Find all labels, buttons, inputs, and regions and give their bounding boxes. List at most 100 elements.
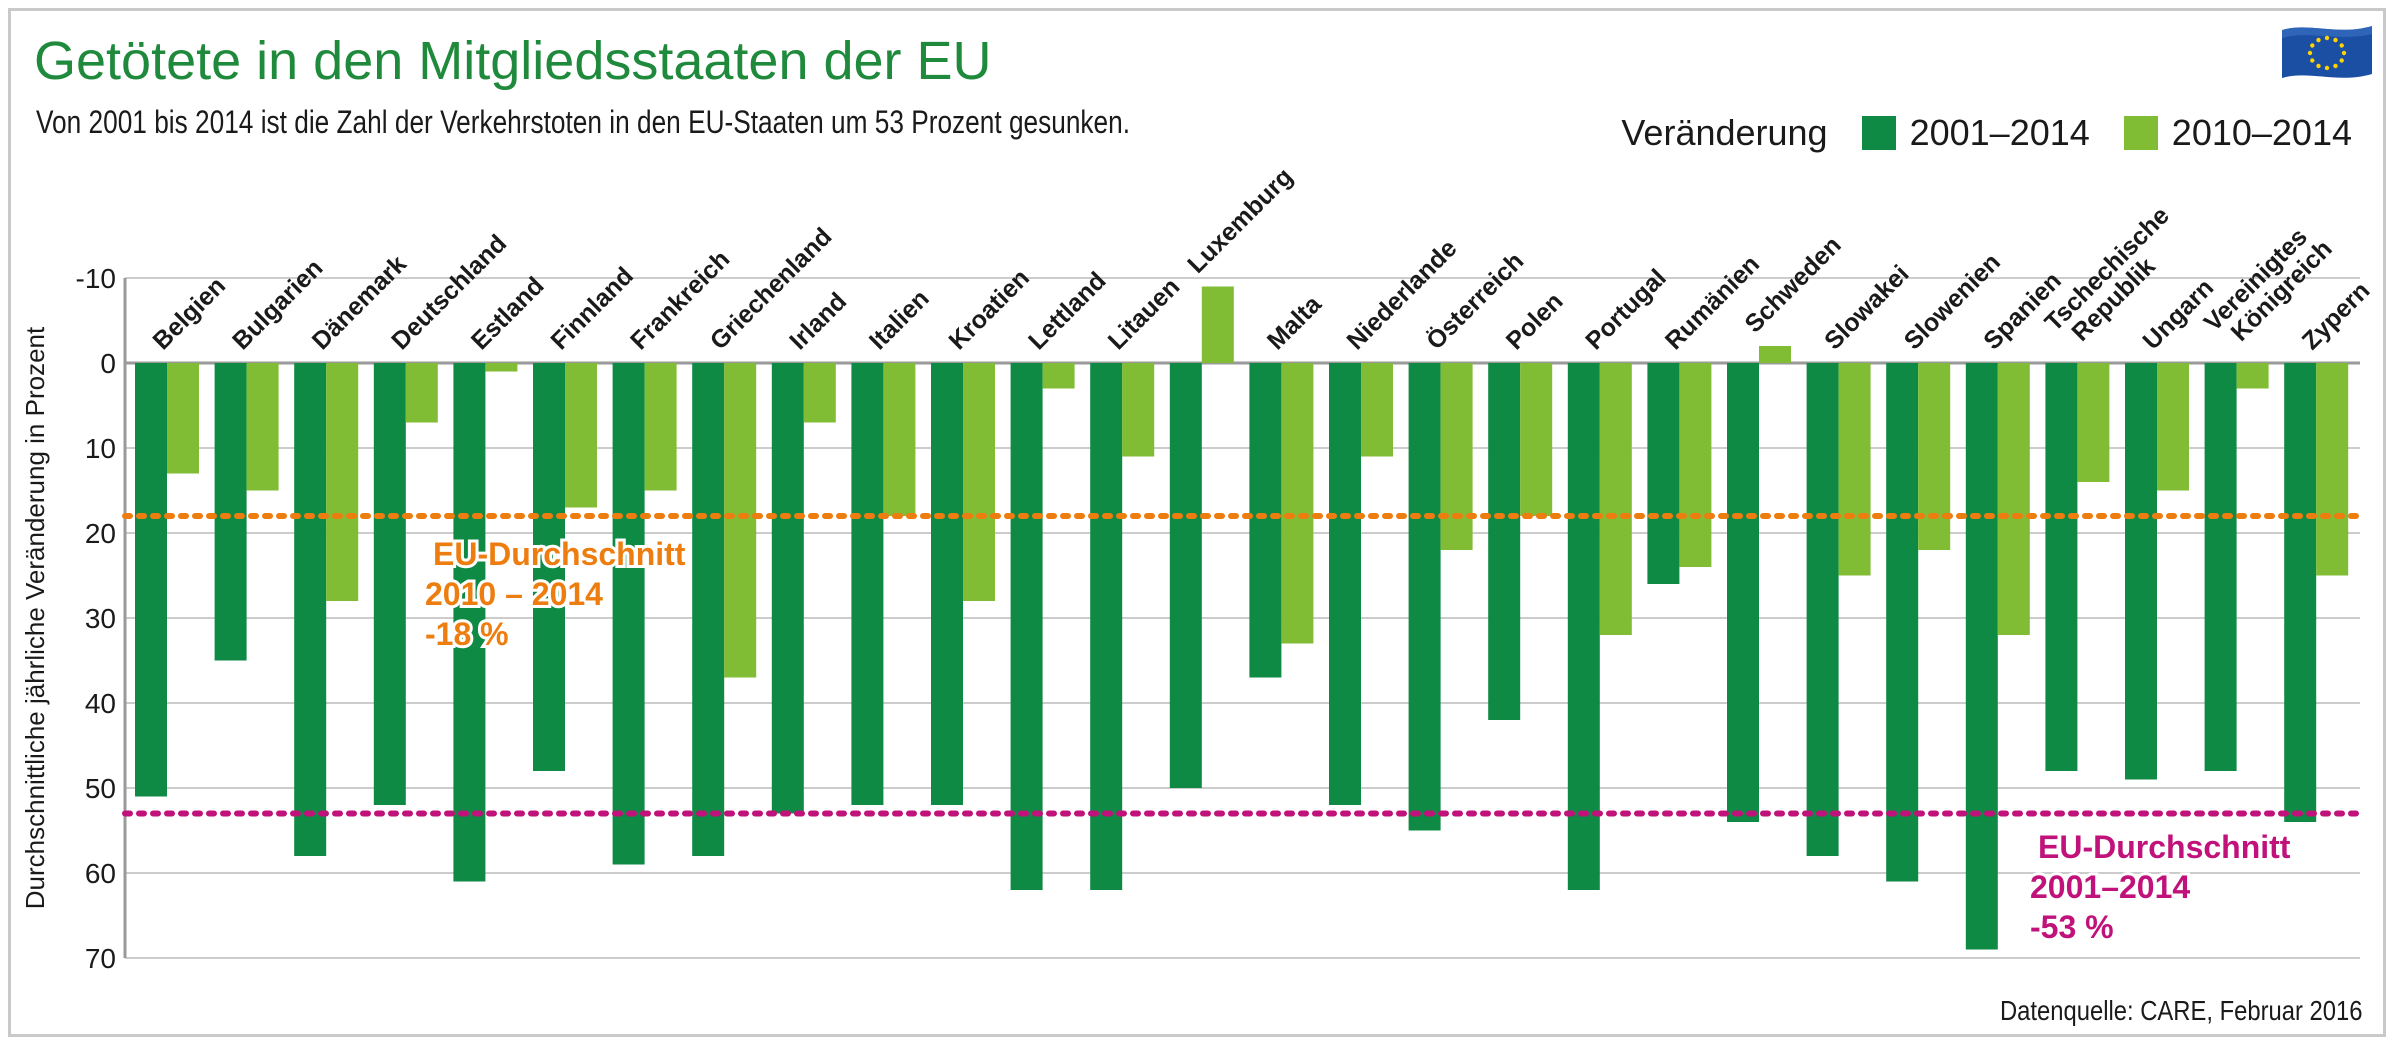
- category-label: Slowakei: [1819, 260, 1914, 355]
- flag-star: [2333, 63, 2338, 69]
- category-label: Lettland: [1023, 267, 1112, 356]
- flag-star: [2316, 37, 2321, 43]
- bar-2001-2014: [2204, 363, 2237, 771]
- y-tick-label: 70: [85, 943, 116, 974]
- legend: Veränderung 2001–2014 2010–2014: [1621, 112, 2352, 154]
- y-tick-label: -10: [76, 263, 116, 294]
- annotations: EU-Durchschnitt 2010 – 2014 -18 % EU-Durchs…: [422, 533, 2294, 948]
- bar-2010-2014: [1997, 363, 2030, 635]
- category-label-text: Irland: [784, 287, 852, 355]
- flag-star: [2339, 58, 2344, 63]
- category-label: Luxemburg: [1182, 163, 1298, 279]
- chart-subtitle: Von 2001 bis 2014 ist die Zahl der Verke…: [36, 104, 1131, 140]
- flag-star: [2333, 37, 2338, 43]
- flag-star: [2341, 50, 2347, 56]
- category-label: Irland: [784, 287, 852, 355]
- flag-star: [2316, 63, 2321, 69]
- bar-2001-2014: [533, 363, 565, 771]
- flag-star: [2310, 43, 2315, 48]
- bar-2010-2014: [1042, 363, 1075, 389]
- flag-star: [2324, 65, 2330, 71]
- bar-2010-2014: [644, 363, 677, 491]
- category-label-text: Belgien: [147, 272, 231, 356]
- bars: [135, 286, 2349, 950]
- y-tick-label: 20: [85, 518, 116, 549]
- category-label-text: Zypern: [2297, 276, 2376, 355]
- bar-2001-2014: [851, 363, 884, 805]
- bar-2001-2014: [1806, 363, 1839, 856]
- category-label-text: Estland: [466, 272, 550, 356]
- category-labels: BelgienBulgarienDänemarkDeutschlandEstla…: [147, 163, 2375, 356]
- bar-2001-2014: [1886, 363, 1919, 882]
- bar-2010-2014: [1520, 363, 1553, 516]
- bar-2010-2014: [2236, 363, 2269, 389]
- bar-2010-2014: [1281, 363, 1314, 644]
- bar-2010-2014: [565, 363, 597, 508]
- bar-2001-2014: [1488, 363, 1521, 720]
- category-label-text: Luxemburg: [1182, 163, 1298, 279]
- bar-2001-2014: [692, 363, 725, 856]
- category-label-text: Malta: [1262, 289, 1328, 355]
- bar-2001-2014: [612, 363, 645, 865]
- source-note: Datenquelle: CARE, Februar 2016: [1999, 995, 2362, 1026]
- eu-average-annotation: -53 %: [2030, 909, 2114, 945]
- category-label: Polen: [1501, 287, 1569, 355]
- bar-2001-2014: [931, 363, 963, 805]
- bar-2010-2014: [1838, 363, 1871, 576]
- eu-flag-icon: [2282, 26, 2372, 78]
- category-label: Estland: [466, 272, 550, 356]
- category-label: Schweden: [1739, 231, 1846, 338]
- legend-item-2010-2014: 2010–2014: [2090, 112, 2352, 154]
- bar-2001-2014: [2045, 363, 2078, 771]
- category-label: Litauen: [1103, 273, 1186, 356]
- bar-2001-2014: [453, 363, 486, 882]
- y-tick-label: 50: [85, 773, 116, 804]
- bar-2001-2014: [373, 363, 406, 805]
- flag-star: [2310, 58, 2315, 63]
- eu-average-annotation: -18 %: [425, 616, 509, 652]
- category-label: Finnland: [545, 262, 638, 355]
- bar-2010-2014: [405, 363, 438, 423]
- bar-2010-2014: [1679, 363, 1712, 567]
- bar-2001-2014: [771, 363, 804, 814]
- category-label: Italien: [864, 284, 935, 355]
- legend-item-2001-2014: 2001–2014: [1828, 112, 2090, 154]
- y-tick-label: 10: [85, 433, 116, 464]
- bar-2010-2014: [1440, 363, 1473, 550]
- eu-average-annotation: 2010 – 2014: [425, 576, 603, 612]
- legend-swatch-2010-2014: [2123, 116, 2158, 150]
- category-label-text: Litauen: [1103, 273, 1186, 356]
- category-label: Zypern: [2297, 276, 2376, 355]
- category-label-text: Lettland: [1023, 267, 1112, 356]
- bar-2010-2014: [1361, 363, 1393, 457]
- y-tick-label: 0: [100, 348, 116, 379]
- category-label-text: Italien: [864, 284, 935, 355]
- bar-2010-2014: [883, 363, 916, 516]
- bar-2010-2014: [167, 363, 199, 474]
- legend-text-2001-2014: 2001–2014: [1909, 112, 2090, 153]
- bar-2001-2014: [2125, 363, 2157, 780]
- bar-2010-2014: [1759, 346, 1791, 363]
- flag-star: [2324, 35, 2330, 41]
- bar-2010-2014: [803, 363, 836, 423]
- bar-2010-2014: [2077, 363, 2110, 482]
- bar-2010-2014: [246, 363, 279, 491]
- category-label-text: Rumänien: [1660, 250, 1765, 355]
- category-label: Rumänien: [1660, 250, 1765, 355]
- category-label: Belgien: [147, 272, 231, 356]
- chart-title: Getötete in den Mitgliedsstaaten der EU: [34, 31, 992, 91]
- bar-2001-2014: [1408, 363, 1441, 831]
- bar-2001-2014: [1965, 363, 1998, 950]
- flag-star: [2307, 50, 2313, 56]
- bar-2010-2014: [1201, 286, 1234, 363]
- bar-2010-2014: [2316, 363, 2349, 576]
- bar-2010-2014: [1599, 363, 1632, 635]
- y-tick-label: 30: [85, 603, 116, 634]
- bar-2001-2014: [1090, 363, 1123, 890]
- category-label-text: Polen: [1501, 287, 1569, 355]
- bar-2010-2014: [724, 363, 757, 678]
- eu-average-annotation: EU-Durchschnitt: [433, 536, 686, 572]
- bar-2001-2014: [1727, 363, 1759, 822]
- eu-average-annotation: 2001–2014: [2030, 869, 2190, 905]
